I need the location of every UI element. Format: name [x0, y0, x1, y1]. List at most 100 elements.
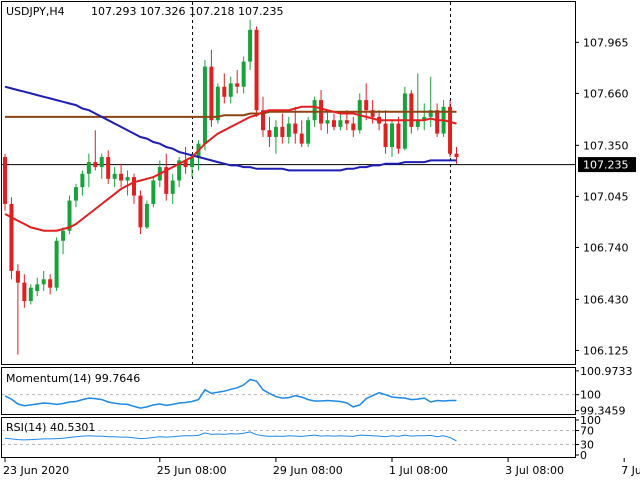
- candle-body: [286, 123, 291, 137]
- rsi-line: [4, 431, 457, 442]
- candle-body: [112, 173, 117, 179]
- candle-body: [299, 133, 304, 144]
- candle-body: [132, 177, 136, 196]
- candle-body: [209, 66, 214, 121]
- price-panel[interactable]: [1, 1, 576, 365]
- candle: [177, 157, 182, 188]
- candle-body: [396, 123, 401, 149]
- candle-body: [267, 130, 272, 137]
- candle: [448, 100, 453, 158]
- candle-body: [415, 120, 420, 127]
- time-axis: 23 Jun 2020 25 Jun 08:00 29 Jun 08:00 1 Jul…: [3, 458, 640, 477]
- candle-body: [202, 66, 207, 144]
- candle: [422, 103, 427, 131]
- candle-body: [261, 110, 265, 131]
- candle-body: [15, 270, 20, 283]
- candle-body: [151, 180, 156, 204]
- candle-body: [454, 153, 459, 158]
- candle-body: [364, 100, 369, 111]
- candle-body: [222, 86, 227, 97]
- candle-body: [280, 126, 285, 137]
- candle-body: [86, 162, 91, 174]
- moving-average-mid-line: [5, 110, 457, 118]
- current-price-badge-label: 107.235: [583, 159, 629, 172]
- candle: [222, 73, 227, 104]
- candle-body: [306, 120, 311, 144]
- candle: [396, 116, 401, 154]
- price-tick-label: 106.125: [583, 344, 629, 357]
- candle-body: [351, 123, 356, 131]
- candle: [402, 86, 407, 151]
- time-tick-label: 25 Jun 08:00: [157, 464, 227, 477]
- candle-body: [312, 100, 317, 121]
- momentum-tick-label: 100.9733: [580, 365, 633, 378]
- momentum-indicator: 100.9733 100 99.3459: [2, 365, 633, 418]
- candle: [351, 116, 356, 137]
- candle: [138, 190, 143, 235]
- current-price-badge: 107.235: [578, 157, 636, 173]
- candle: [248, 19, 253, 70]
- rsi-panel[interactable]: [1, 417, 576, 458]
- momentum-line: [4, 378, 457, 409]
- candle: [61, 227, 66, 255]
- candle: [383, 110, 388, 154]
- candle: [93, 130, 98, 171]
- moving-average-fast-line: [4, 105, 457, 232]
- rsi-label: RSI(14) 40.5301: [6, 421, 95, 434]
- candle: [119, 163, 124, 188]
- momentum-panel[interactable]: [1, 367, 576, 415]
- candle-body: [448, 106, 453, 154]
- chart-header-ohlc: 107.293 107.326 107.218 107.235: [91, 5, 283, 18]
- candle-body: [41, 279, 46, 285]
- candle-body: [422, 116, 427, 121]
- price-tick-label: 107.350: [583, 139, 629, 152]
- candle-body: [235, 83, 240, 87]
- moving-averages: [4, 85, 457, 232]
- price-tick-label: 106.740: [583, 241, 629, 254]
- candle: [280, 113, 285, 144]
- candle: [41, 270, 46, 291]
- candle: [170, 173, 175, 204]
- candle-body: [177, 160, 182, 181]
- candle-body: [390, 123, 394, 147]
- candle: [15, 264, 20, 355]
- candle-body: [48, 279, 53, 288]
- candle: [48, 274, 53, 295]
- candle: [364, 83, 369, 121]
- candle-body: [54, 240, 59, 288]
- candle: [151, 177, 156, 208]
- candle-body: [190, 157, 195, 168]
- candle: [261, 96, 265, 137]
- candle-body: [22, 282, 27, 302]
- candle-body: [215, 86, 220, 121]
- candle-body: [73, 187, 78, 201]
- candle-body: [138, 195, 143, 228]
- candle-body: [325, 120, 330, 124]
- rsi-tick-label: 70: [580, 425, 594, 438]
- candle: [3, 153, 7, 211]
- candle: [22, 274, 27, 308]
- candle-body: [93, 162, 98, 168]
- candle-body: [61, 230, 66, 241]
- candle-body: [248, 29, 253, 62]
- candle-body: [254, 29, 259, 111]
- candle-body: [409, 93, 414, 127]
- price-tick-label: 107.045: [583, 190, 629, 203]
- time-tick-label: 29 Jun 08:00: [273, 464, 343, 477]
- candle-body: [383, 123, 388, 147]
- candle: [235, 69, 240, 94]
- candle: [254, 26, 259, 117]
- candle-body: [344, 120, 349, 124]
- candle-body: [35, 284, 40, 291]
- rsi-tick-label: 30: [580, 439, 594, 452]
- candle-body: [164, 167, 169, 194]
- candle-body: [338, 120, 343, 127]
- candles: [3, 19, 459, 355]
- momentum-label: Momentum(14) 99.7646: [6, 372, 140, 385]
- momentum-tick-label: 100: [580, 389, 601, 402]
- candle-body: [435, 110, 440, 134]
- price-tick-label: 107.660: [583, 87, 629, 100]
- candle-body: [125, 177, 130, 181]
